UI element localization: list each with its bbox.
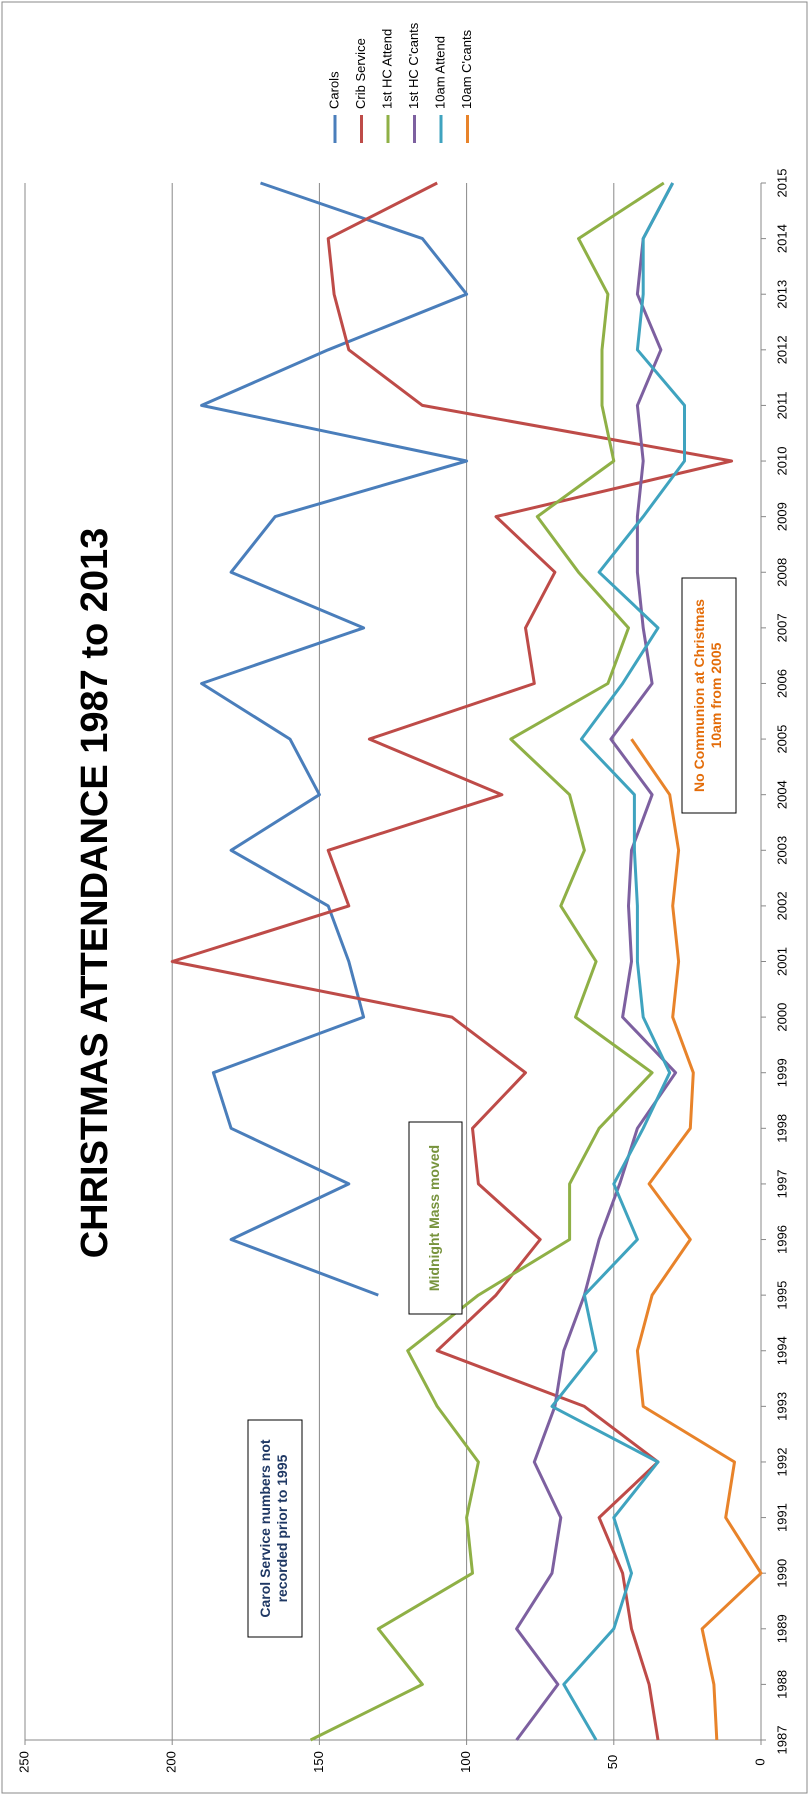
x-tick-label: 1996 <box>774 1225 789 1254</box>
annotation-box <box>247 1419 303 1638</box>
x-tick-label: 1992 <box>774 1448 789 1477</box>
annotation-box <box>408 1121 463 1315</box>
x-tick-label: 2011 <box>774 391 789 419</box>
x-tick-label: 2002 <box>774 891 789 920</box>
x-tick-label: 1990 <box>774 1559 789 1588</box>
x-tick-label: 2003 <box>774 836 789 865</box>
x-tick-label: 2005 <box>774 725 789 754</box>
x-tick-label: 2013 <box>774 280 789 309</box>
x-tick-label: 2006 <box>774 669 789 698</box>
x-tick-label: 1987 <box>774 1726 789 1755</box>
x-tick-label: 1988 <box>774 1670 789 1699</box>
x-tick-label: 2007 <box>774 613 789 642</box>
annotation-text: recorded prior to 1995 <box>274 1454 290 1602</box>
y-tick-label: 50 <box>605 1755 620 1769</box>
x-tick-label: 1998 <box>774 1114 789 1143</box>
x-tick-label: 2012 <box>774 335 789 364</box>
y-tick-label: 250 <box>16 1751 31 1773</box>
annotation-text: 10am from 2005 <box>708 642 724 748</box>
y-tick-label: 150 <box>311 1751 326 1773</box>
series-line <box>550 182 686 1741</box>
y-tick-label: 0 <box>752 1758 767 1765</box>
legend-label: 10am C'cants <box>459 29 474 109</box>
x-tick-label: 1991 <box>774 1503 789 1532</box>
legend-label: 1st HC Attend <box>379 29 394 109</box>
annotation-text: Midnight Mass moved <box>426 1145 442 1291</box>
x-tick-label: 1999 <box>774 1058 789 1087</box>
legend-label: 1st HC C'cants <box>406 22 421 109</box>
x-tick-label: 2010 <box>774 447 789 476</box>
chart-title: CHRISTMAS ATTENDANCE 1987 to 2013 <box>74 528 116 1259</box>
x-tick-label: 1994 <box>774 1336 789 1365</box>
annotation-text: No Communion at Christmas <box>691 599 707 792</box>
x-tick-label: 1997 <box>774 1169 789 1198</box>
legend-label: Crib Service <box>353 38 368 109</box>
x-tick-label: 1995 <box>774 1281 789 1310</box>
x-tick-label: 2009 <box>774 502 789 531</box>
x-tick-label: 2004 <box>774 780 789 809</box>
x-tick-label: 2001 <box>774 947 789 976</box>
y-tick-label: 200 <box>164 1751 179 1773</box>
annotation-text: Carol Service numbers not <box>257 1439 273 1618</box>
series-line <box>515 182 678 1741</box>
x-tick-label: 2000 <box>774 1003 789 1032</box>
series-line <box>170 181 734 1741</box>
x-tick-label: 1993 <box>774 1392 789 1421</box>
series-line <box>200 181 469 1297</box>
x-tick-label: 2008 <box>774 558 789 587</box>
x-tick-label: 2014 <box>774 224 789 253</box>
legend-label: 10am Attend <box>432 36 447 109</box>
x-tick-label: 2015 <box>774 169 789 198</box>
rotated-chart: CHRISTMAS ATTENDANCE 1987 to 2013 0 50 100… <box>16 22 789 1773</box>
annotation-box <box>681 577 737 814</box>
x-tick-label: 1989 <box>774 1614 789 1643</box>
legend-label: Carols <box>326 71 341 109</box>
series-line <box>309 181 665 1742</box>
series-line <box>630 738 763 1741</box>
y-tick-label: 100 <box>458 1751 473 1773</box>
